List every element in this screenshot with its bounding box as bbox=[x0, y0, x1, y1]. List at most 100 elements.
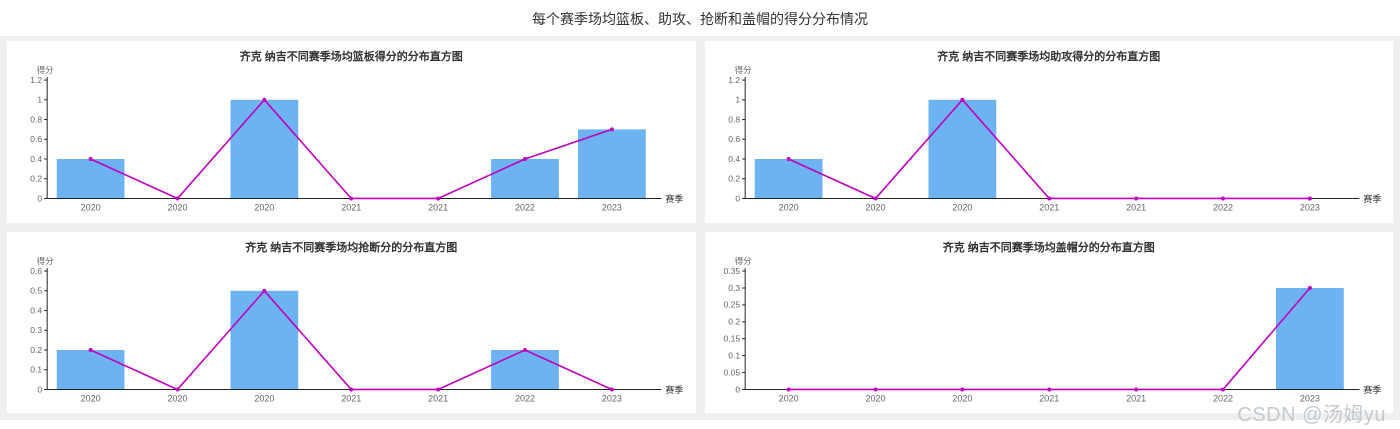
x-axis-label: 赛季 bbox=[665, 193, 683, 204]
chart-canvas-rebounds: 0 0.2 0.4 0.6 0.8 1 1.2 2020 2020 2020 2021 2021 202… bbox=[30, 65, 683, 213]
bar bbox=[491, 159, 559, 199]
line-marker bbox=[959, 97, 964, 102]
line-marker bbox=[436, 387, 441, 392]
y-tick-label: 0.2 bbox=[30, 344, 42, 354]
chart-canvas-steals: 0 0.1 0.2 0.3 0.4 0.5 0.6 2020 2020 2020 2021 2021 2… bbox=[30, 256, 683, 403]
bar bbox=[754, 159, 822, 199]
y-tick-label: 0 bbox=[735, 193, 740, 203]
bar bbox=[578, 129, 646, 199]
line-marker bbox=[523, 156, 528, 162]
y-tick-label: 0.3 bbox=[30, 325, 42, 335]
line-marker bbox=[523, 347, 528, 352]
y-tick-label: 1.2 bbox=[30, 75, 42, 85]
line-marker bbox=[786, 387, 791, 392]
bar bbox=[230, 99, 299, 199]
chart-panel-assists: 齐克 纳吉不同赛季场均助攻得分的分布直方图 0 0.2 0.4 0.6 0.8 1 1.2 2… bbox=[703, 40, 1394, 224]
y-tick-label: 0.6 bbox=[728, 134, 740, 144]
line-marker bbox=[1307, 196, 1312, 201]
line-marker bbox=[175, 196, 180, 201]
line-marker bbox=[349, 196, 354, 201]
chart-title-blocks: 齐克 纳吉不同赛季场均盖帽分的分布直方图 bbox=[942, 241, 1155, 254]
line-marker bbox=[349, 387, 354, 392]
x-tick-label: 2020 bbox=[81, 203, 101, 213]
line-marker bbox=[1046, 196, 1051, 201]
line-marker bbox=[262, 288, 267, 293]
bar bbox=[1275, 287, 1344, 390]
y-tick-label: 0.3 bbox=[728, 282, 740, 292]
y-tick-label: 0 bbox=[735, 384, 740, 394]
bar bbox=[56, 349, 125, 390]
x-tick-label: 2021 bbox=[341, 393, 361, 403]
x-tick-label: 2020 bbox=[865, 393, 885, 403]
page-title: 每个赛季场均篮板、助攻、抢断和盖帽的得分分布情况 bbox=[0, 0, 1400, 36]
x-tick-label: 2023 bbox=[1299, 393, 1319, 403]
y-axis-label: 得分 bbox=[734, 256, 752, 266]
line-marker bbox=[786, 156, 791, 162]
y-tick-label: 0.05 bbox=[723, 367, 740, 377]
line-marker bbox=[609, 387, 614, 392]
y-tick-label: 0.4 bbox=[30, 305, 42, 315]
x-tick-label: 2021 bbox=[1126, 203, 1146, 213]
y-tick-label: 0.2 bbox=[728, 316, 740, 326]
y-tick-label: 0 bbox=[37, 193, 42, 203]
y-tick-label: 0.6 bbox=[30, 134, 42, 144]
x-tick-label: 2022 bbox=[1212, 393, 1232, 403]
line-marker bbox=[1220, 196, 1225, 201]
y-tick-label: 1 bbox=[37, 95, 42, 105]
x-axis-label: 赛季 bbox=[665, 384, 683, 395]
chart-panel-rebounds: 齐克 纳吉不同赛季场均篮板得分的分布直方图 0 0.2 0.4 0.6 0.8 1 1.2 2… bbox=[6, 40, 697, 224]
y-axis-label: 得分 bbox=[37, 65, 55, 75]
y-tick-label: 0.2 bbox=[30, 174, 42, 184]
x-tick-label: 2021 bbox=[428, 203, 448, 213]
line-marker bbox=[609, 127, 614, 132]
line-marker bbox=[262, 97, 267, 102]
y-tick-label: 0.15 bbox=[723, 333, 740, 343]
charts-grid: 齐克 纳吉不同赛季场均篮板得分的分布直方图 0 0.2 0.4 0.6 0.8 1 1.2 2… bbox=[0, 36, 1400, 421]
line-series bbox=[788, 287, 1310, 390]
line-marker bbox=[1046, 387, 1051, 392]
x-tick-label: 2021 bbox=[428, 393, 448, 403]
x-tick-label: 2020 bbox=[952, 393, 972, 403]
y-axis-label: 得分 bbox=[734, 65, 752, 75]
y-tick-label: 0.2 bbox=[728, 174, 740, 184]
chart-panel-steals: 齐克 纳吉不同赛季场均抢断分的分布直方图 0 0.1 0.2 0.3 0.4 0.5 0.6… bbox=[6, 230, 697, 415]
line-marker bbox=[1133, 196, 1138, 201]
line-marker bbox=[1307, 285, 1312, 290]
line-marker bbox=[872, 387, 877, 392]
chart-canvas-blocks: 0 0.05 0.1 0.15 0.2 0.25 0.3 0.35 2020 2020 2020 20… bbox=[723, 256, 1381, 403]
x-tick-label: 2022 bbox=[515, 393, 535, 403]
line-series bbox=[787, 98, 1310, 200]
bar bbox=[927, 99, 996, 199]
y-tick-label: 0.5 bbox=[30, 285, 42, 295]
x-tick-label: 2020 bbox=[778, 393, 798, 403]
x-axis-label: 赛季 bbox=[1363, 384, 1381, 395]
y-tick-label: 0.1 bbox=[728, 350, 740, 360]
chart-canvas-assists: 0 0.2 0.4 0.6 0.8 1 1.2 2020 2020 2020 2021 2021 202… bbox=[728, 65, 1381, 213]
y-tick-label: 0.1 bbox=[30, 364, 42, 374]
x-tick-label: 2020 bbox=[865, 203, 885, 213]
bar bbox=[56, 159, 125, 199]
chart-panel-blocks: 齐克 纳吉不同赛季场均盖帽分的分布直方图 0 0.05 0.1 0.15 0.2 0.25… bbox=[703, 230, 1394, 415]
line-marker bbox=[436, 196, 441, 201]
y-tick-label: 0 bbox=[37, 384, 42, 394]
y-tick-label: 0.6 bbox=[30, 265, 42, 275]
x-tick-label: 2023 bbox=[602, 203, 622, 213]
x-tick-label: 2020 bbox=[167, 203, 187, 213]
chart-title-steals: 齐克 纳吉不同赛季场均抢断分的分布直方图 bbox=[245, 241, 458, 254]
y-tick-label: 1 bbox=[735, 95, 740, 105]
x-tick-label: 2021 bbox=[1039, 203, 1059, 213]
line-marker bbox=[1220, 387, 1225, 392]
y-tick-label: 0.4 bbox=[728, 154, 740, 164]
line-marker bbox=[959, 387, 964, 392]
y-tick-label: 0.35 bbox=[723, 265, 740, 275]
x-tick-label: 2020 bbox=[167, 393, 187, 403]
line-marker bbox=[872, 196, 877, 201]
x-tick-label: 2020 bbox=[254, 203, 274, 213]
y-tick-label: 0.4 bbox=[30, 154, 42, 164]
x-tick-label: 2020 bbox=[778, 203, 798, 213]
y-axis-label: 得分 bbox=[37, 256, 55, 266]
line-marker bbox=[88, 156, 93, 162]
bar bbox=[230, 290, 299, 390]
x-tick-label: 2022 bbox=[515, 203, 535, 213]
x-tick-label: 2023 bbox=[602, 393, 622, 403]
